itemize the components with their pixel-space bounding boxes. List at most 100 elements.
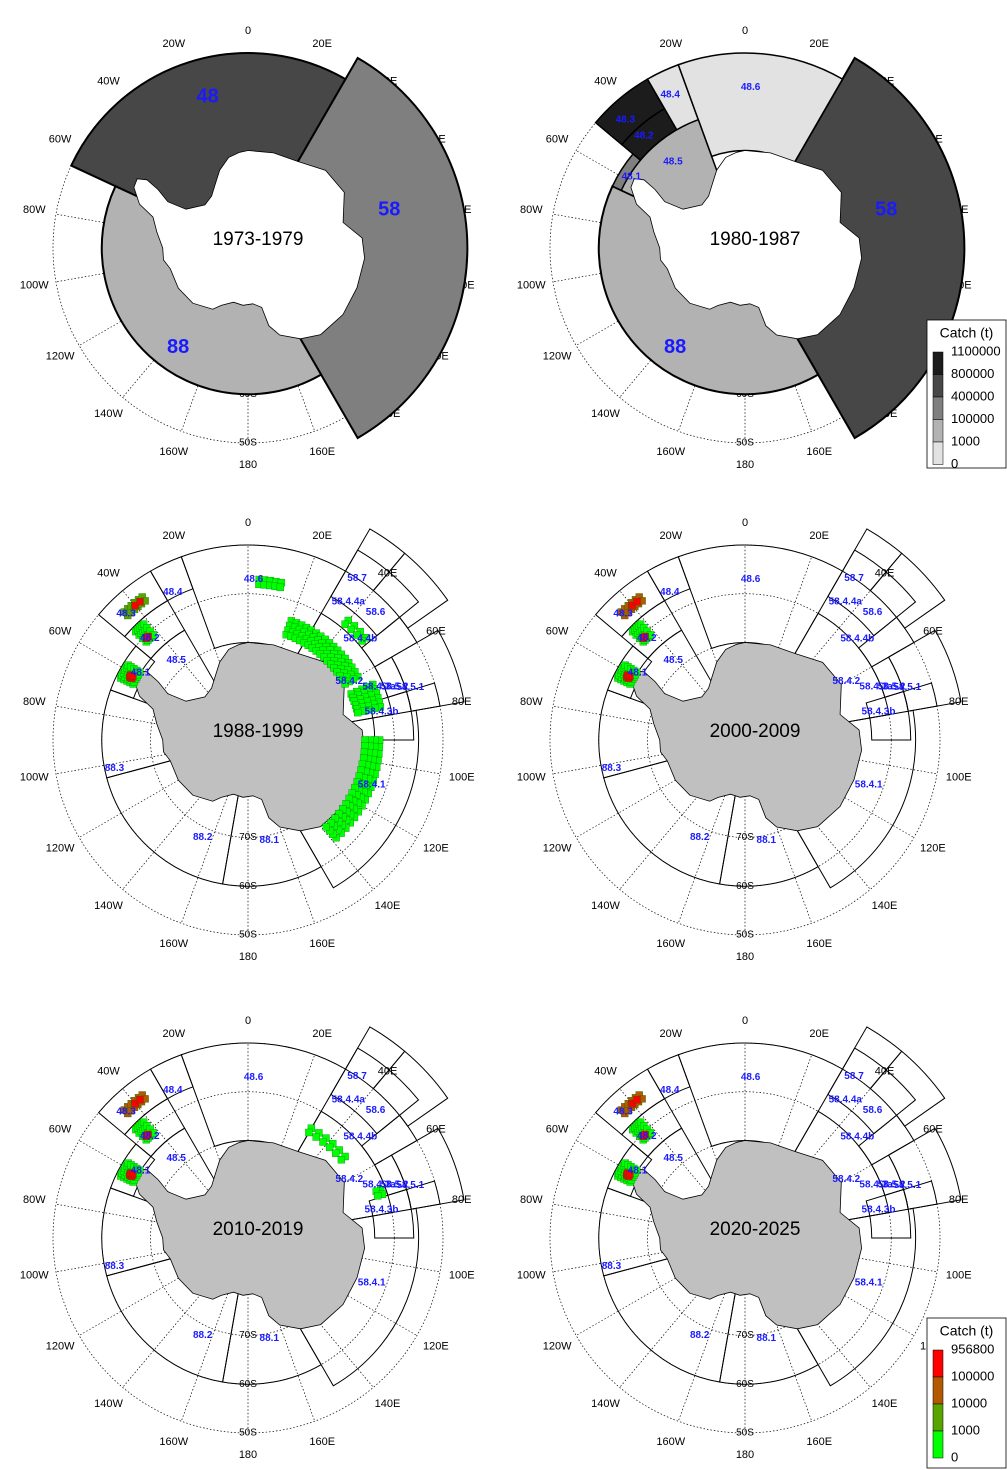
longitude-line <box>677 785 729 924</box>
antarctica-land <box>133 1140 366 1330</box>
catch-cell <box>341 680 349 688</box>
subarea-label-88.2: 88.2 <box>193 832 213 843</box>
catch-cell <box>136 598 144 606</box>
subarea-label-48.1: 48.1 <box>131 667 151 678</box>
longitude-label: 60W <box>49 1123 72 1135</box>
subarea-label-58.4.3b: 58.4.3b <box>365 1204 399 1215</box>
subarea-label-48.2: 48.2 <box>634 130 654 141</box>
legend-title: Catch (t) <box>940 1323 994 1339</box>
subarea-label-48.4: 48.4 <box>163 587 183 598</box>
subarea-label-48.3: 48.3 <box>116 608 136 619</box>
subarea-label-88.1: 88.1 <box>260 1333 280 1344</box>
subarea-outline-58.7 <box>344 1026 406 1090</box>
map-panel-1973-1979: 020E40E60E80E100E120E140E160E180160W140W… <box>20 25 475 471</box>
subarea-outline-58.4.4a <box>827 1047 917 1135</box>
subarea-label-58.5.1: 58.5.1 <box>396 1180 424 1191</box>
subarea-outline-58.7 <box>841 528 903 592</box>
subarea-label-48.6: 48.6 <box>741 574 761 585</box>
subarea-label-58.4.2: 58.4.2 <box>832 676 860 687</box>
catch-cell <box>626 1170 634 1178</box>
subarea-label-58.7: 58.7 <box>347 1071 367 1082</box>
subarea-label-58.5.1: 58.5.1 <box>893 682 921 693</box>
subarea-label-58.4.3b: 58.4.3b <box>862 706 896 717</box>
catch-cell <box>332 1149 340 1157</box>
antarctica-land <box>630 150 863 340</box>
subarea-label-58.4.4a: 58.4.4a <box>829 1095 863 1106</box>
subarea-label-88.1: 88.1 <box>260 835 280 846</box>
longitude-label: 80W <box>23 204 46 216</box>
latitude-circle <box>549 544 941 936</box>
legend-label: 100000 <box>951 1368 994 1383</box>
catch-cell <box>136 668 144 676</box>
catch-cell <box>626 672 634 680</box>
longitude-label: 0 <box>742 1015 748 1027</box>
catch-cell <box>276 583 285 592</box>
legend-swatch <box>932 351 944 375</box>
longitude-label: 140E <box>375 1398 401 1410</box>
subarea-label-58.4.4b: 58.4.4b <box>840 634 874 645</box>
latitude-label: 50S <box>239 1428 257 1439</box>
latitude-label: 50S <box>736 438 754 449</box>
legend-label: 10000 <box>951 1395 987 1410</box>
subarea-label-48.4: 48.4 <box>660 1085 680 1096</box>
subarea-label-48.6: 48.6 <box>741 82 761 93</box>
longitude-label: 180 <box>239 1449 257 1461</box>
legend-title: Catch (t) <box>940 325 994 341</box>
period-title: 1980-1987 <box>710 229 801 250</box>
longitude-label: 60W <box>546 625 569 637</box>
subarea-outline-58.7 <box>841 1026 903 1090</box>
subarea-label-48.5: 48.5 <box>664 1153 684 1164</box>
subarea-label-48.5: 48.5 <box>167 1153 187 1164</box>
subarea-outline-58.6 <box>372 552 449 629</box>
longitude-label: 20E <box>312 1028 332 1040</box>
longitude-label: 120W <box>543 842 572 854</box>
period-title: 1988-1999 <box>213 721 304 742</box>
longitude-label: 20E <box>809 1028 829 1040</box>
catch-cell <box>136 1166 144 1174</box>
longitude-label: 80W <box>520 204 543 216</box>
longitude-label: 160E <box>806 938 832 950</box>
longitude-label: 140W <box>94 1398 123 1410</box>
longitude-label: 100W <box>20 772 49 784</box>
subarea-label-48.3: 48.3 <box>613 608 633 619</box>
subarea-label-88.2: 88.2 <box>690 832 710 843</box>
subarea-label-88.1: 88.1 <box>757 1333 777 1344</box>
subarea-label-58.4.4b: 58.4.4b <box>343 1132 377 1143</box>
catch-cell <box>628 601 636 610</box>
catch-cell <box>331 814 339 822</box>
longitude-label: 100W <box>517 772 546 784</box>
subarea-label-48.1: 48.1 <box>628 667 648 678</box>
longitude-label: 160W <box>159 446 188 458</box>
catch-cell <box>354 708 362 717</box>
longitude-label: 60W <box>546 133 569 145</box>
longitude-label: 120W <box>46 1340 75 1352</box>
subarea-outline-48.6 <box>180 1042 347 1155</box>
subarea-label-48.6: 48.6 <box>244 574 264 585</box>
subarea-label-58.4.4b: 58.4.4b <box>840 1132 874 1143</box>
catch-cell <box>322 823 330 831</box>
longitude-label: 20W <box>162 530 185 542</box>
latitude-circle <box>52 1042 444 1434</box>
longitude-label: 180 <box>736 1449 754 1461</box>
catch-cell <box>353 631 361 639</box>
longitude-label: 20W <box>659 1028 682 1040</box>
longitude-label: 140W <box>591 408 620 420</box>
longitude-label: 100E <box>449 772 475 784</box>
longitude-label: 160W <box>159 938 188 950</box>
subarea-label-48.3: 48.3 <box>613 1106 633 1117</box>
catch-cell <box>144 1130 152 1139</box>
zone-label-88: 88 <box>167 336 189 358</box>
longitude-label: 80W <box>520 696 543 708</box>
map-panels: 020E40E60E80E100E120E140E160E180160W140W… <box>20 25 972 1461</box>
longitude-label: 180 <box>736 459 754 471</box>
longitude-label: 180 <box>239 459 257 471</box>
antarctica-land <box>630 1140 863 1330</box>
subarea-label-58.6: 58.6 <box>863 607 883 618</box>
longitude-label: 140E <box>872 900 898 912</box>
subarea-label-88.3: 88.3 <box>105 763 125 774</box>
zone-label-58: 58 <box>378 198 400 220</box>
catch-cell <box>633 1166 641 1174</box>
longitude-label: 140E <box>872 1398 898 1410</box>
subarea-label-88.3: 88.3 <box>602 1261 622 1272</box>
